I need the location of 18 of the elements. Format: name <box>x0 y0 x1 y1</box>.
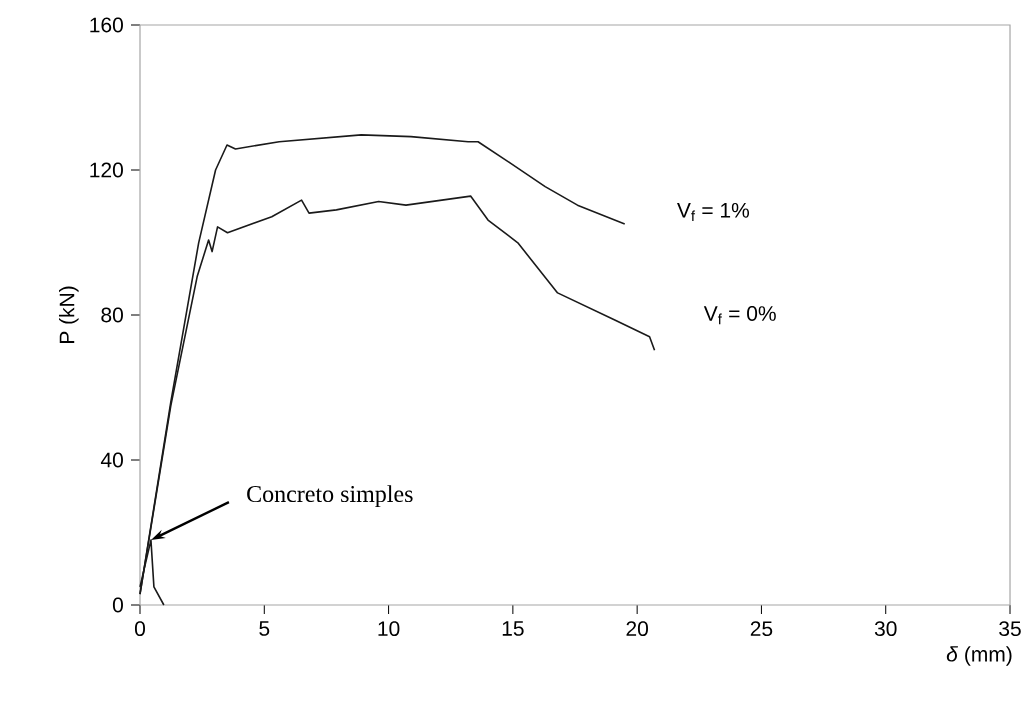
y-tick-label: 160 <box>90 17 123 33</box>
x-tick-label: 0 <box>134 621 146 637</box>
x-tick-label: 10 <box>378 621 400 637</box>
text: V$_{f}$ = 1% <box>677 202 750 222</box>
annotation: Concreto simples <box>247 485 413 507</box>
x-tick-label: 30 <box>874 621 897 637</box>
x-tick-label: 25 <box>750 621 773 637</box>
x-tick-label: 15 <box>502 621 524 636</box>
y-tick-label: 120 <box>90 162 123 178</box>
x-axis-title: δ (mm) <box>946 646 1012 666</box>
y-tick-label: 80 <box>101 307 123 323</box>
x-tick-label: 35 <box>999 621 1021 637</box>
y-tick-label: 40 <box>100 452 123 468</box>
x-tick-label: 20 <box>626 621 648 637</box>
x-tick-label: 5 <box>259 621 270 636</box>
y-axis-title: P (kN) <box>59 286 79 344</box>
text: V$_{f}$ = 0% <box>703 306 776 325</box>
y-tick-label: 0 <box>112 597 123 613</box>
